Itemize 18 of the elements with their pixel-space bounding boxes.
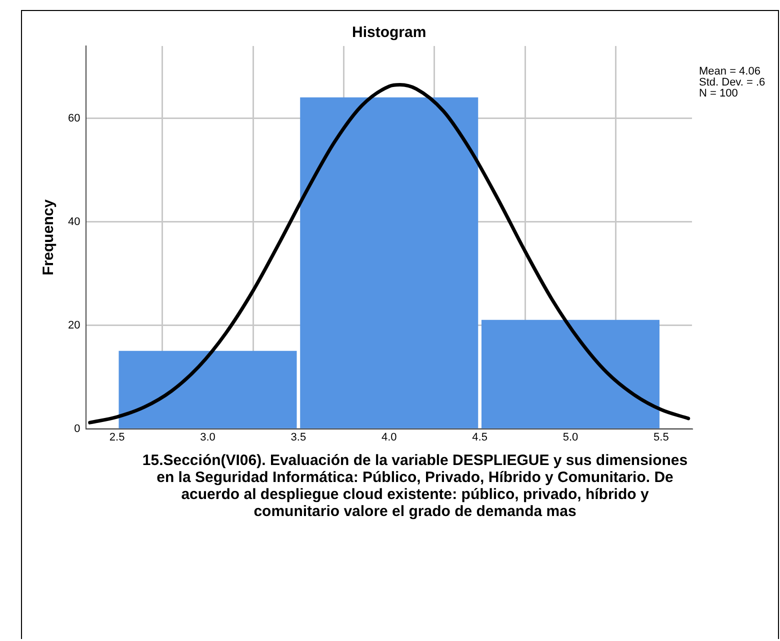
y-tick-label: 0 [74,422,80,435]
x-tick-label: 3.5 [290,431,306,444]
y-axis-title: Frequency [40,198,58,276]
x-tick-label: 5.5 [654,431,669,444]
y-tick-label: 40 [68,216,80,228]
text: N = 100 [699,88,738,100]
x-tick-label: 2.5 [109,431,125,444]
x-tick-label: 4.0 [381,431,397,444]
y-tick-label: 60 [68,112,80,124]
text: Mean = 4.06 [699,66,760,78]
x-tick-label: 3.0 [200,431,216,444]
x-axis-title: 15.Sección(VI06). Evaluación de la variable DESPLIEGUE y sus dimensiones en la Seguridad Informática: Público, Privado, Híbrido y Comunitario. De acuerdo al despliegue cloud existente: público, privado, híbrido y comunitario valore el grado de demanda mas [141,452,689,520]
line-series [88,83,690,424]
text: Std. Dev. = .6 [699,76,766,89]
y-tick-label: 20 [68,319,80,332]
x-tick-label: 4.5 [472,431,488,444]
chart-title: Histogram [352,24,426,42]
x-tick-label: 5.0 [562,431,578,444]
